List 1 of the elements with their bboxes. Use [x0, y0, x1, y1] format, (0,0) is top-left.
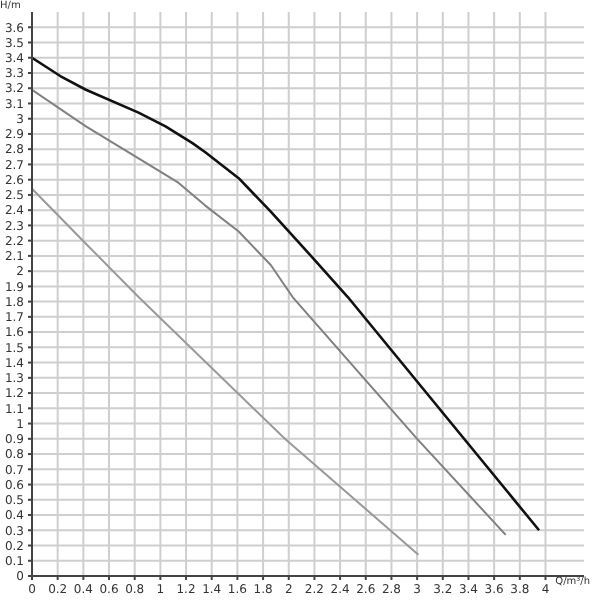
line-series	[32, 187, 420, 556]
